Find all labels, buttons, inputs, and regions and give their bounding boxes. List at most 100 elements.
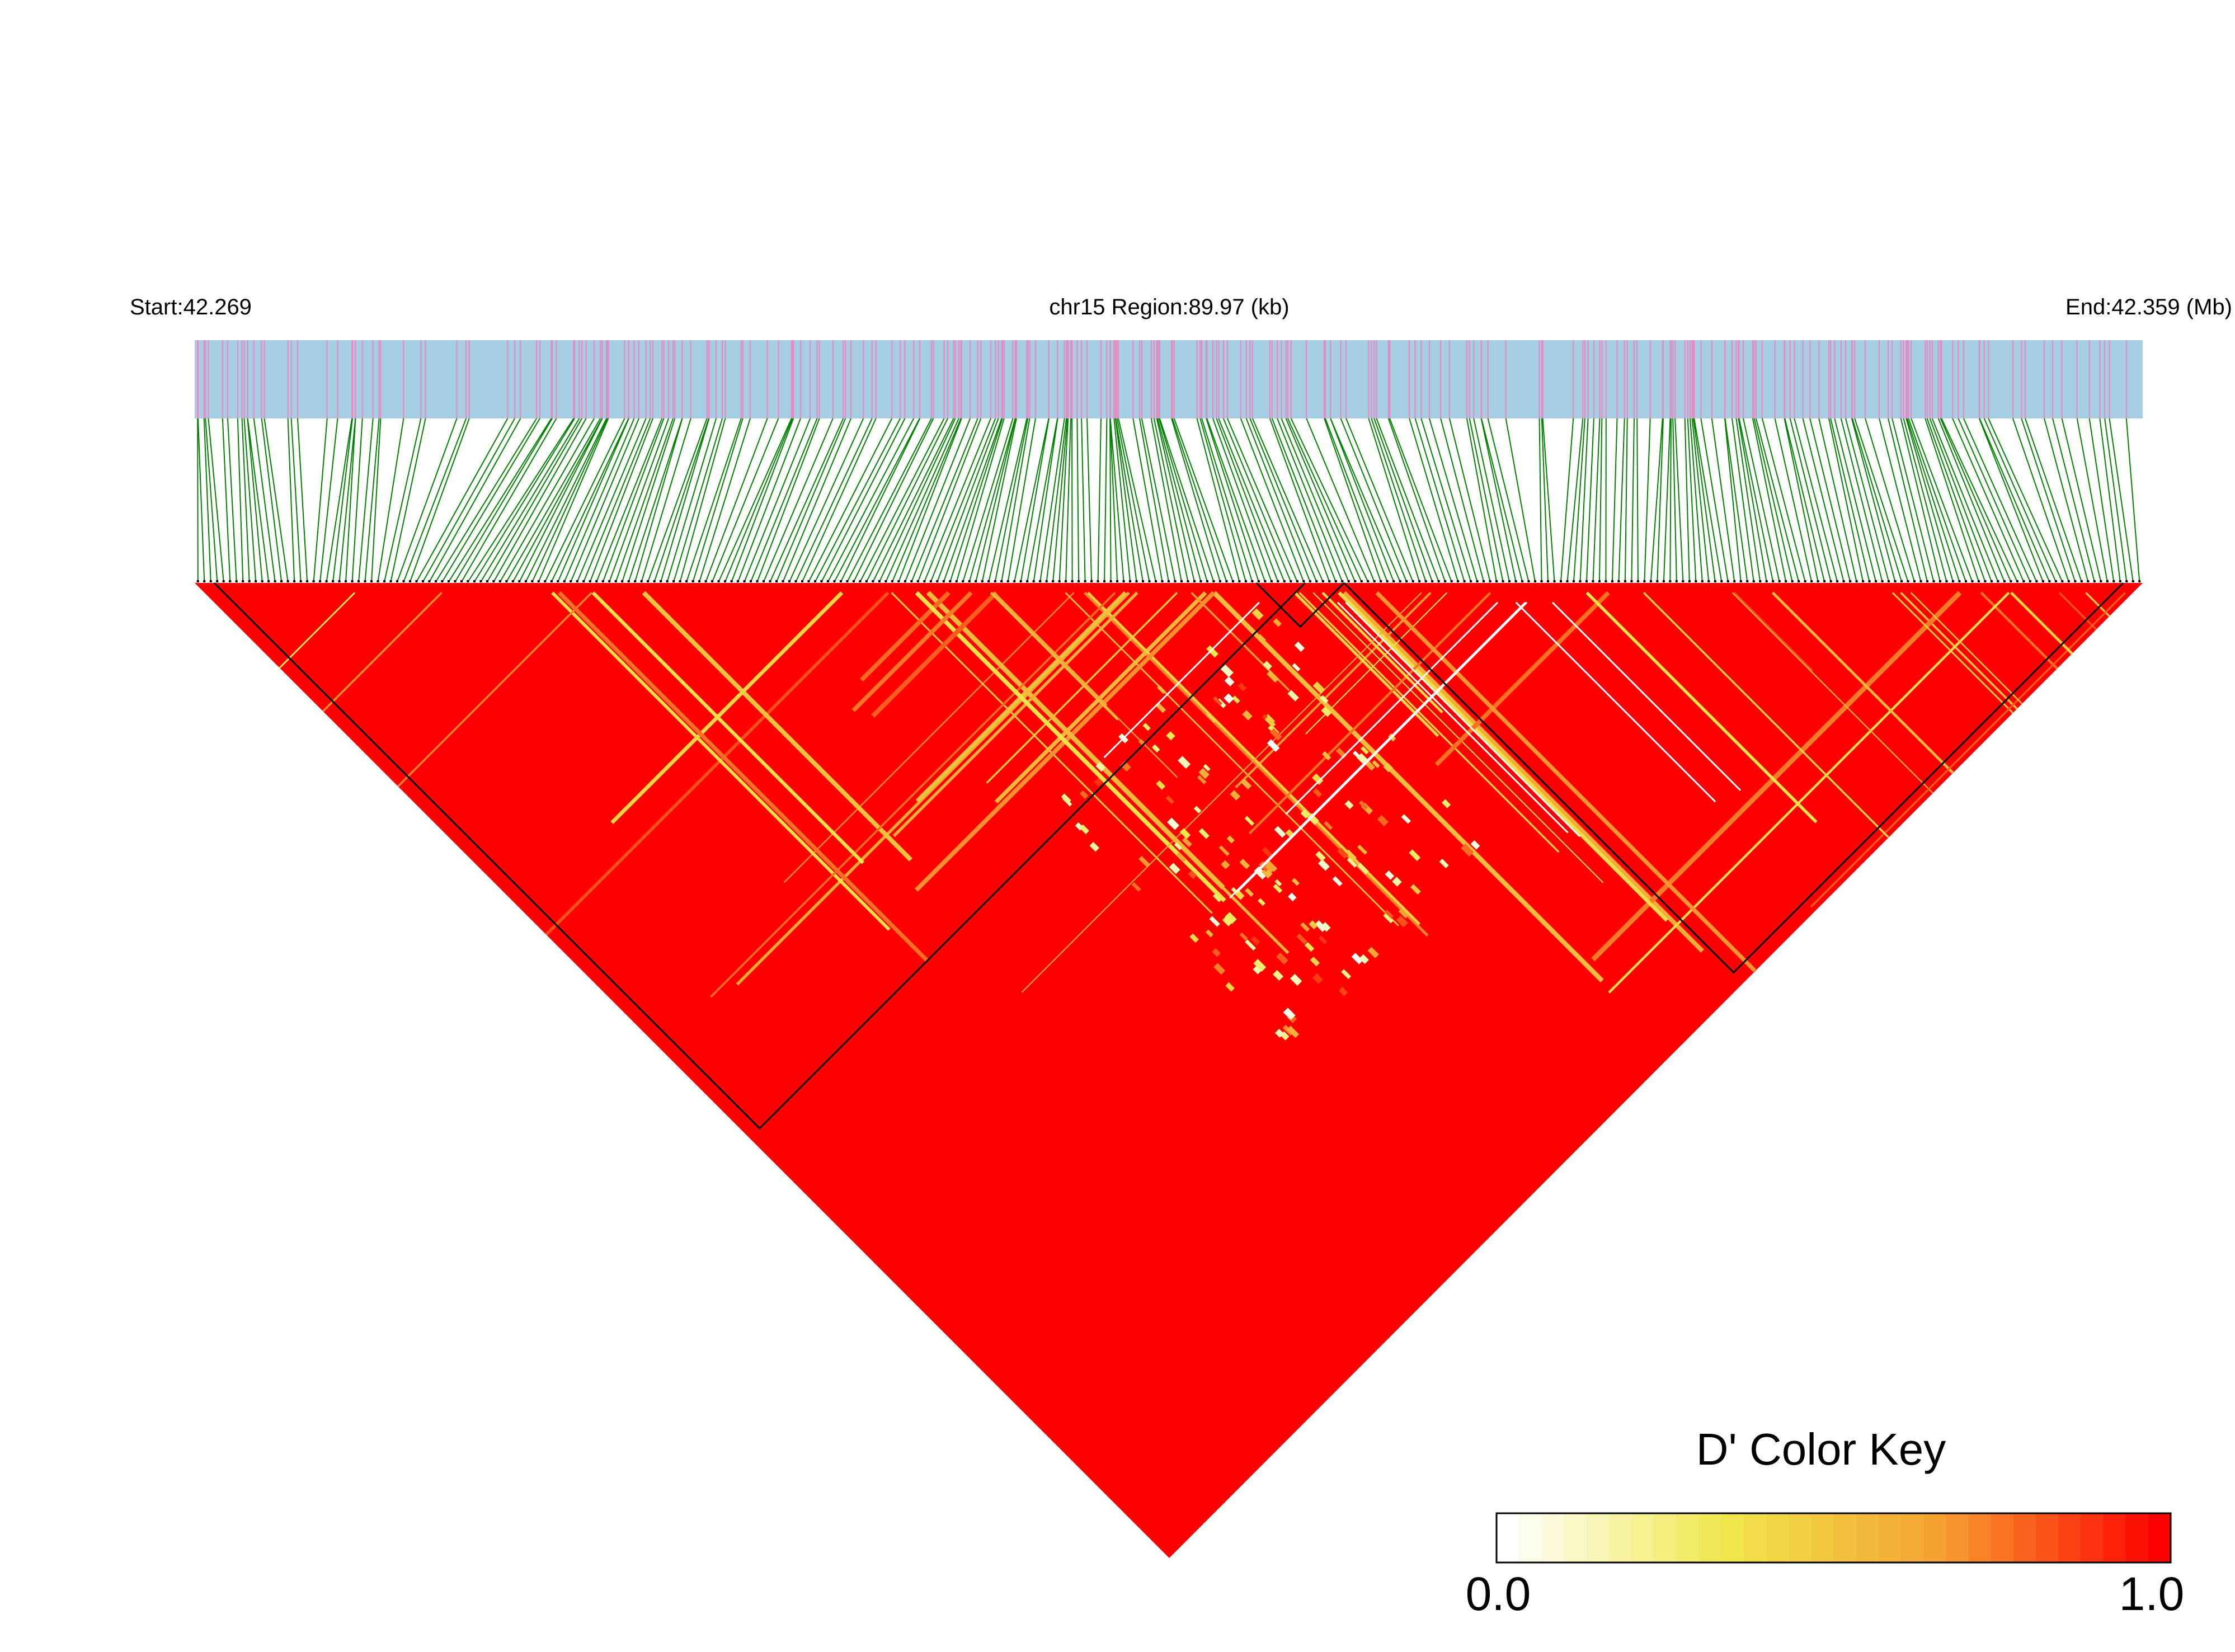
snp-connector	[313, 418, 328, 582]
snp-connector	[1104, 418, 1108, 582]
snp-connector	[1830, 418, 1870, 582]
snp-marker	[1534, 580, 1537, 582]
ld-stripe	[1235, 591, 1432, 789]
snp-connector	[1809, 418, 1851, 582]
snp-marker	[801, 580, 803, 582]
snp-connector	[351, 418, 363, 582]
snp-marker	[1765, 580, 1768, 582]
ld-stripe	[859, 591, 951, 682]
snp-connector	[448, 418, 552, 582]
snp-marker	[1611, 580, 1613, 582]
color-key-bin	[1698, 1513, 1722, 1562]
snp-connector	[1636, 418, 1639, 582]
snp-connector	[1222, 418, 1292, 582]
snp-marker	[1103, 580, 1106, 582]
ld-gap-line	[1236, 601, 1528, 893]
snp-connector	[480, 418, 580, 582]
snp-connector	[1371, 418, 1427, 582]
ld-cell	[1253, 965, 1262, 975]
ld-cell	[1226, 835, 1235, 844]
snp-connector	[673, 418, 723, 582]
color-key-bin	[1789, 1513, 1811, 1562]
snp-marker	[2061, 580, 2064, 582]
ld-cell	[1182, 837, 1192, 848]
snp-marker	[1257, 580, 1260, 582]
snp-marker	[299, 580, 302, 582]
snp-marker	[267, 580, 270, 582]
snp-marker	[1894, 580, 1897, 582]
snp-connector	[1618, 418, 1625, 582]
snp-marker	[1148, 580, 1151, 582]
ld-cell	[1224, 676, 1235, 686]
ld-cell	[1312, 973, 1324, 985]
ld-cell	[1224, 693, 1234, 704]
ld-cell	[1321, 751, 1331, 761]
snp-marker	[1450, 580, 1453, 582]
snp-connector	[1879, 418, 1922, 582]
snp-marker	[1399, 580, 1401, 582]
color-key-bin	[1654, 1513, 1677, 1562]
ld-cell	[1287, 690, 1299, 702]
ld-cell	[1079, 824, 1090, 835]
snp-connector	[653, 418, 709, 582]
ld-gap-line	[1229, 601, 1526, 899]
snp-connector	[1925, 418, 1979, 582]
snp-connector	[1724, 418, 1748, 582]
snp-connector	[454, 418, 553, 582]
ld-cell	[1320, 695, 1329, 704]
snp-marker	[2093, 580, 2096, 582]
snp-marker	[357, 580, 360, 582]
snp-connector	[949, 418, 1003, 582]
snp-connector	[782, 418, 851, 582]
ld-stripe	[1248, 591, 1491, 835]
ld-cell	[1188, 870, 1197, 879]
snp-connector	[261, 418, 283, 582]
snp-marker	[1328, 580, 1331, 582]
snp-connector	[2125, 418, 2140, 582]
snp-connector	[1735, 418, 1761, 582]
ld-cell	[1311, 773, 1324, 785]
color-key-bin	[2013, 1513, 2036, 1562]
snp-marker	[1739, 580, 1742, 582]
snp-marker	[319, 580, 322, 582]
snp-marker	[1476, 580, 1479, 582]
ld-cell	[1189, 933, 1199, 943]
snp-connector	[1469, 418, 1504, 582]
snp-marker	[1321, 580, 1324, 582]
snp-marker	[820, 580, 823, 582]
snp-marker	[1155, 580, 1158, 582]
snp-connector	[1845, 418, 1890, 582]
snp-connector	[1156, 418, 1195, 582]
snp-marker	[1778, 580, 1781, 582]
snp-connector	[1983, 418, 2057, 582]
snp-marker	[1714, 580, 1716, 582]
snp-connector	[1109, 418, 1112, 582]
snp-connector	[384, 418, 422, 582]
ld-cell	[1238, 683, 1247, 691]
ld-stripe	[591, 591, 865, 864]
ld-cell	[1212, 893, 1222, 902]
snp-marker	[550, 580, 553, 582]
snp-marker	[1958, 580, 1961, 582]
snp-marker	[1817, 580, 1819, 582]
snp-connector	[1212, 418, 1272, 582]
snp-connector	[493, 418, 587, 582]
snp-marker	[460, 580, 463, 582]
ld-cell	[1250, 936, 1260, 945]
snp-connector	[1672, 418, 1677, 582]
snp-marker	[1367, 580, 1370, 582]
snp-connector	[827, 418, 915, 582]
snp-connector	[1132, 418, 1163, 582]
snp-marker	[408, 580, 411, 582]
snp-marker	[441, 580, 444, 582]
snp-connector	[390, 418, 426, 582]
snp-connector	[1979, 418, 2050, 582]
snp-marker	[1084, 580, 1086, 582]
snp-connector	[846, 418, 932, 582]
snp-connector	[891, 418, 962, 582]
snp-marker	[396, 580, 398, 582]
snp-marker	[338, 580, 341, 582]
snp-marker	[704, 580, 707, 582]
snp-marker	[1662, 580, 1665, 582]
snp-marker	[1296, 580, 1298, 582]
